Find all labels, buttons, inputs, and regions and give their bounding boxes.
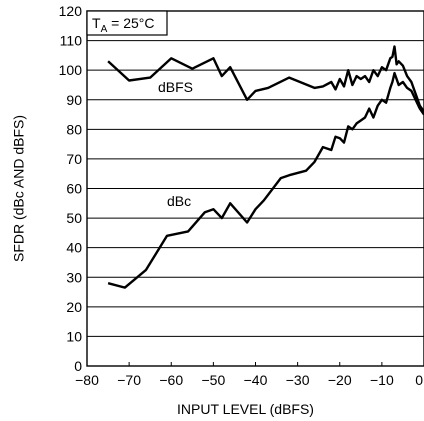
x-axis-title: INPUT LEVEL (dBFS)	[177, 401, 314, 417]
x-tick-label: −30	[286, 372, 310, 388]
y-tick-label: 20	[66, 299, 82, 315]
y-tick-label: 100	[59, 62, 83, 78]
y-tick-label: 40	[66, 240, 82, 256]
y-tick-label: 50	[66, 210, 82, 226]
y-tick-label: 90	[66, 92, 82, 108]
x-tick-label: −80	[75, 372, 99, 388]
y-tick-label: 110	[60, 33, 83, 49]
x-tick-label: −60	[159, 372, 183, 388]
y-tick-label: 120	[59, 3, 83, 19]
condition-main: T	[92, 15, 101, 31]
y-tick-labels: 0 10 20 30 40 50 60 70 80 90 100 110 120	[59, 3, 83, 374]
condition-box	[86, 10, 168, 36]
x-tick-label: 0	[415, 372, 423, 388]
y-tick-label: 70	[66, 151, 82, 167]
x-tick-label: −20	[328, 372, 352, 388]
y-tick-label: 80	[66, 121, 82, 137]
x-tick-labels: −80 −70 −60 −50 −40 −30 −20 −10 0	[75, 362, 424, 388]
series-label-dbfs: dBFS	[158, 79, 193, 95]
series-label-dbc: dBc	[167, 193, 191, 209]
series-lines	[107, 45, 424, 289]
y-tick-label: 30	[66, 269, 82, 285]
condition-rest: = 25°C	[107, 15, 154, 31]
x-tick-label: −50	[202, 372, 226, 388]
y-tick-label: 0	[74, 358, 82, 374]
x-tick-label: −70	[117, 372, 141, 388]
y-tick-label: 10	[66, 328, 82, 344]
x-tick-label: −10	[370, 372, 394, 388]
grid-lines	[87, 10, 424, 367]
series-line-dbfs	[107, 45, 424, 113]
condition-subscript: A	[101, 24, 108, 35]
condition-label: TA = 25°C	[92, 15, 154, 35]
series-line-dbc	[107, 71, 424, 289]
y-axis-title: SFDR (dBc AND dBFS)	[11, 115, 27, 262]
x-tick-label: −40	[244, 372, 268, 388]
y-tick-label: 60	[66, 181, 82, 197]
